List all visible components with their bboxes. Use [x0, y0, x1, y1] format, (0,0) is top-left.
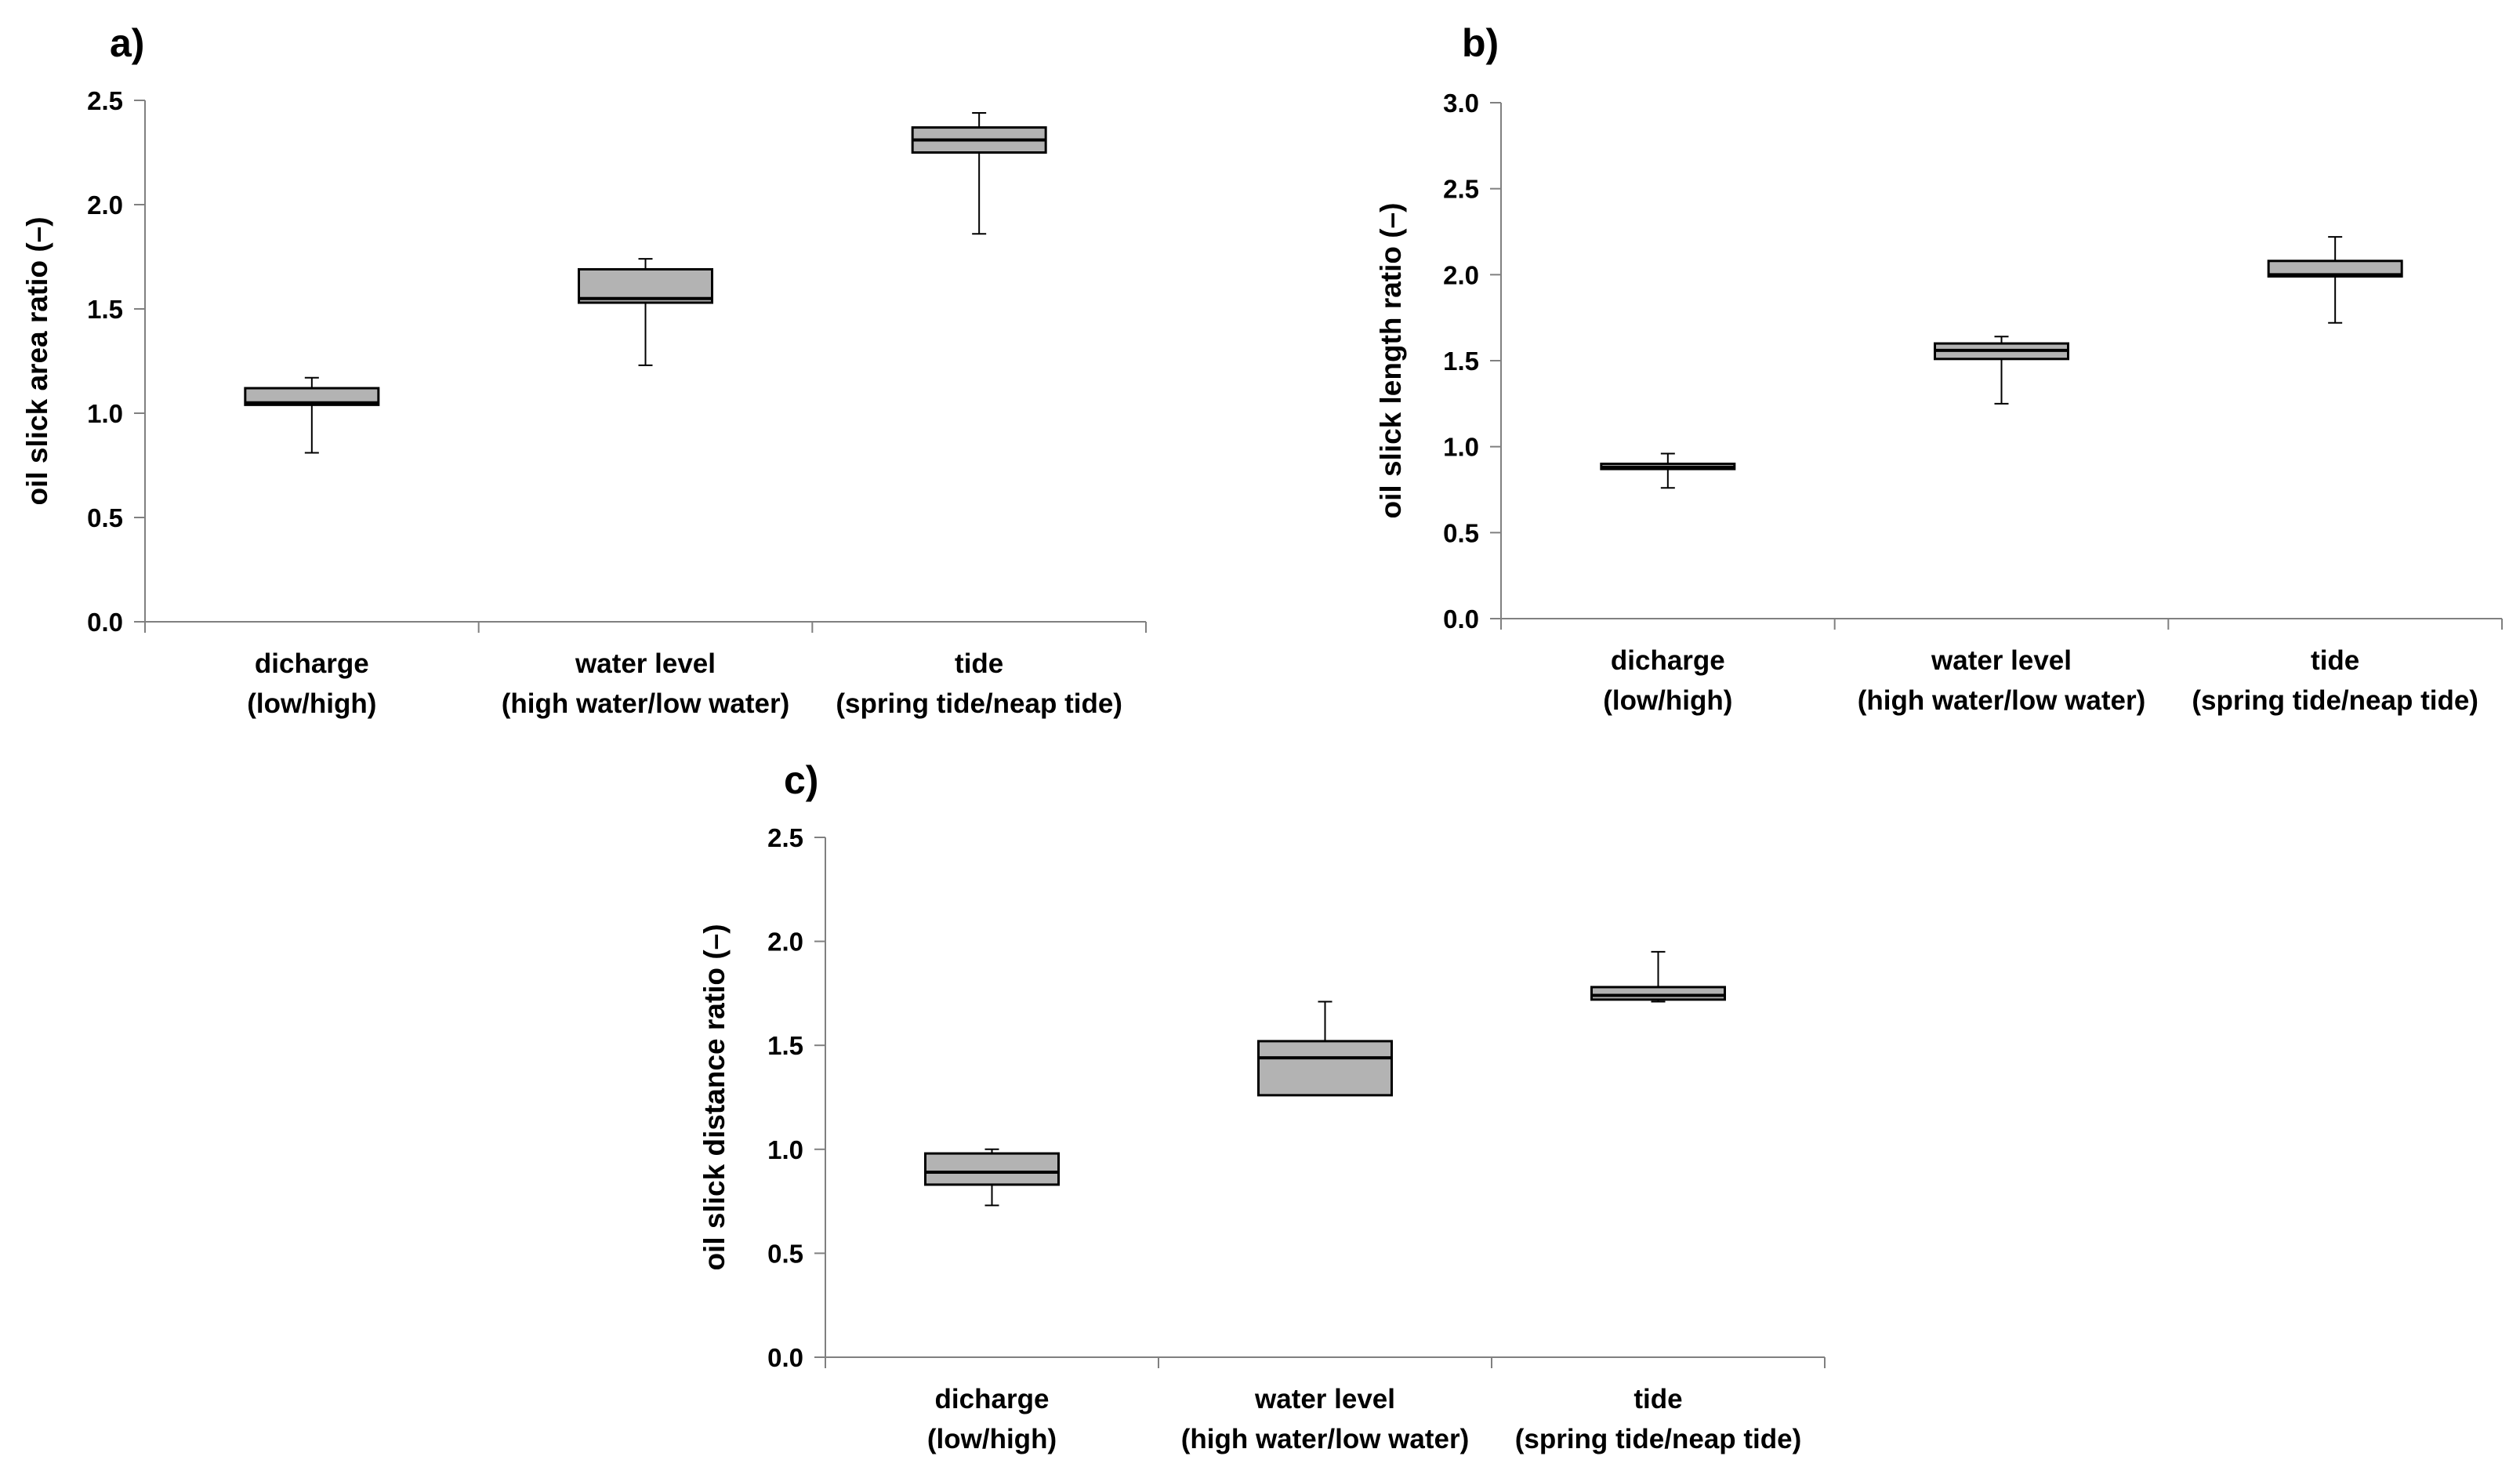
y-tick-label: 1.0: [767, 1135, 803, 1164]
panel-label: c): [784, 758, 818, 802]
box: [924, 1152, 1060, 1186]
panel-label: b): [1462, 21, 1499, 65]
panel-label: a): [110, 21, 144, 65]
y-tick-label: 0.0: [1443, 605, 1479, 634]
y-tick-label: 3.0: [1443, 89, 1479, 118]
chart-panel-3: c) 0.0 0.5 1.0 1.5 2.0 2.5 oil slick distance r…: [698, 758, 1826, 1454]
y-tick-label: 0.0: [87, 608, 123, 637]
x-category-sublabel: (high water/low water): [502, 688, 790, 719]
y-axis-title: oil slick length ratio (–): [1375, 203, 1407, 519]
x-category-sublabel: (low/high): [927, 1424, 1057, 1454]
x-category-sublabel: (spring tide/neap tide): [836, 688, 1122, 719]
x-category-sublabel: (low/high): [1603, 685, 1732, 716]
box: [244, 387, 380, 406]
box: [2267, 260, 2403, 278]
x-category-label: water level: [575, 648, 716, 679]
box: [1590, 986, 1726, 1001]
y-tick-label: 2.5: [87, 86, 123, 115]
y-tick-label: 2.0: [87, 191, 123, 220]
box: [1257, 1040, 1393, 1097]
y-tick-label: 2.0: [1443, 260, 1479, 289]
x-category-label: tide: [955, 648, 1003, 679]
y-axis-title: oil slick distance ratio (–): [698, 924, 731, 1270]
y-tick-label: 0.5: [1443, 518, 1479, 547]
y-tick-label: 1.0: [87, 399, 123, 428]
y-tick-label: 0.0: [767, 1343, 803, 1372]
x-category-label: water level: [1931, 645, 2072, 676]
y-tick-label: 2.0: [767, 928, 803, 957]
x-category-label: tide: [1633, 1384, 1682, 1414]
x-category-sublabel: (spring tide/neap tide): [2192, 685, 2478, 716]
y-tick-label: 2.5: [767, 823, 803, 852]
y-tick-label: 0.5: [767, 1239, 803, 1268]
x-category-sublabel: (low/high): [247, 688, 376, 719]
x-category-sublabel: (high water/low water): [1858, 685, 2146, 716]
x-category-sublabel: (high water/low water): [1181, 1424, 1470, 1454]
y-tick-label: 2.5: [1443, 175, 1479, 204]
y-axis-title: oil slick area ratio (–): [21, 216, 53, 505]
y-tick-label: 1.5: [767, 1031, 803, 1060]
x-category-label: tide: [2311, 645, 2359, 676]
chart-panel-1: a) 0.0 0.5 1.0 1.5 2.0 2.5 oil slick area ratio…: [21, 21, 1147, 719]
x-category-label: dicharge: [1611, 645, 1725, 676]
x-category-label: water level: [1254, 1384, 1395, 1414]
x-category-label: dicharge: [935, 1384, 1050, 1414]
y-tick-label: 0.5: [87, 503, 123, 532]
x-category-label: dicharge: [255, 648, 369, 679]
chart-panel-2: b) 0.0 0.5 1.0 1.5 2.0 2.5 3.0 oil slick length …: [1375, 21, 2503, 716]
y-tick-label: 1.0: [1443, 433, 1479, 462]
x-category-sublabel: (spring tide/neap tide): [1515, 1424, 1802, 1454]
y-tick-label: 1.5: [1443, 347, 1479, 376]
y-tick-label: 1.5: [87, 295, 123, 324]
